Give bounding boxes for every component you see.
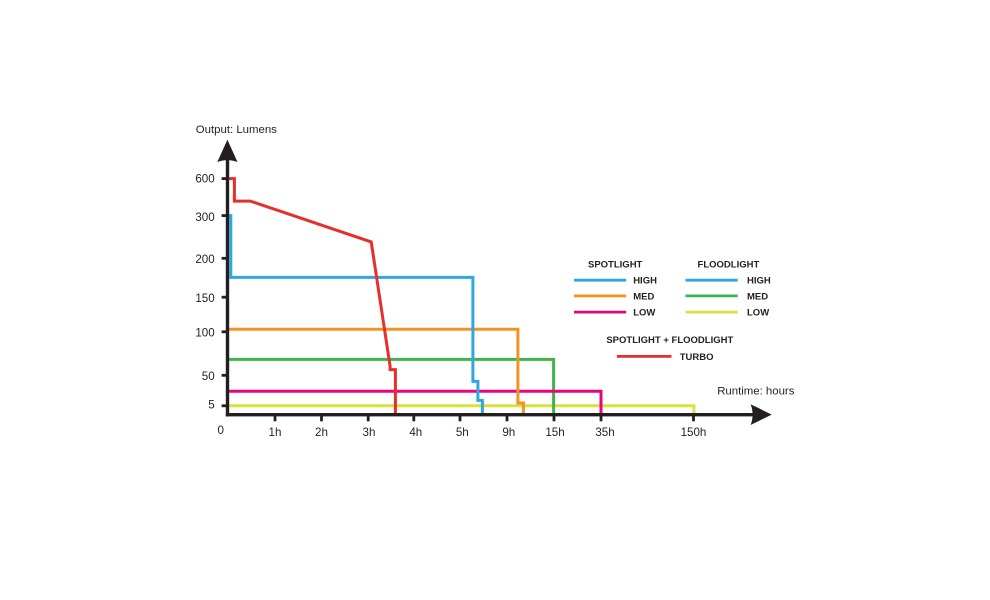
svg-text:0: 0 xyxy=(218,424,224,437)
svg-text:3h: 3h xyxy=(363,426,376,439)
svg-text:Runtime: hours: Runtime: hours xyxy=(717,386,795,398)
svg-text:15h: 15h xyxy=(545,426,564,439)
svg-text:LOW: LOW xyxy=(633,308,655,319)
svg-text:1h: 1h xyxy=(269,426,282,439)
svg-text:HIGH: HIGH xyxy=(633,276,657,287)
svg-text:MED: MED xyxy=(633,291,654,302)
svg-text:9h: 9h xyxy=(502,426,515,439)
svg-text:50: 50 xyxy=(202,370,215,383)
svg-text:TURBO: TURBO xyxy=(680,352,714,363)
svg-text:100: 100 xyxy=(195,327,214,340)
svg-text:150h: 150h xyxy=(681,426,707,439)
svg-text:2h: 2h xyxy=(315,426,328,439)
svg-text:600: 600 xyxy=(195,173,214,186)
svg-text:5: 5 xyxy=(208,399,214,412)
svg-text:SPOTLIGHT + FLOODLIGHT: SPOTLIGHT + FLOODLIGHT xyxy=(606,335,733,346)
svg-text:4h: 4h xyxy=(409,426,422,439)
svg-text:LOW: LOW xyxy=(747,308,769,319)
svg-text:150: 150 xyxy=(195,292,214,305)
svg-text:300: 300 xyxy=(195,211,214,224)
svg-text:MED: MED xyxy=(747,291,768,302)
svg-text:Output: Lumens: Output: Lumens xyxy=(196,124,277,136)
svg-text:HIGH: HIGH xyxy=(747,276,771,287)
svg-text:35h: 35h xyxy=(595,426,614,439)
svg-text:5h: 5h xyxy=(456,426,469,439)
svg-text:SPOTLIGHT: SPOTLIGHT xyxy=(588,259,643,270)
svg-text:200: 200 xyxy=(195,253,214,266)
svg-text:FLOODLIGHT: FLOODLIGHT xyxy=(698,259,760,270)
